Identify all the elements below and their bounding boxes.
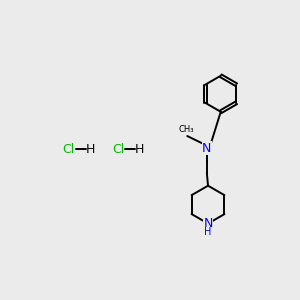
Text: Cl: Cl — [112, 143, 124, 156]
Text: N: N — [203, 217, 213, 230]
Text: H: H — [85, 143, 95, 156]
Text: H: H — [204, 227, 212, 237]
Text: N: N — [202, 142, 212, 154]
Text: CH₃: CH₃ — [178, 125, 194, 134]
Text: Cl: Cl — [62, 143, 74, 156]
Text: H: H — [135, 143, 145, 156]
